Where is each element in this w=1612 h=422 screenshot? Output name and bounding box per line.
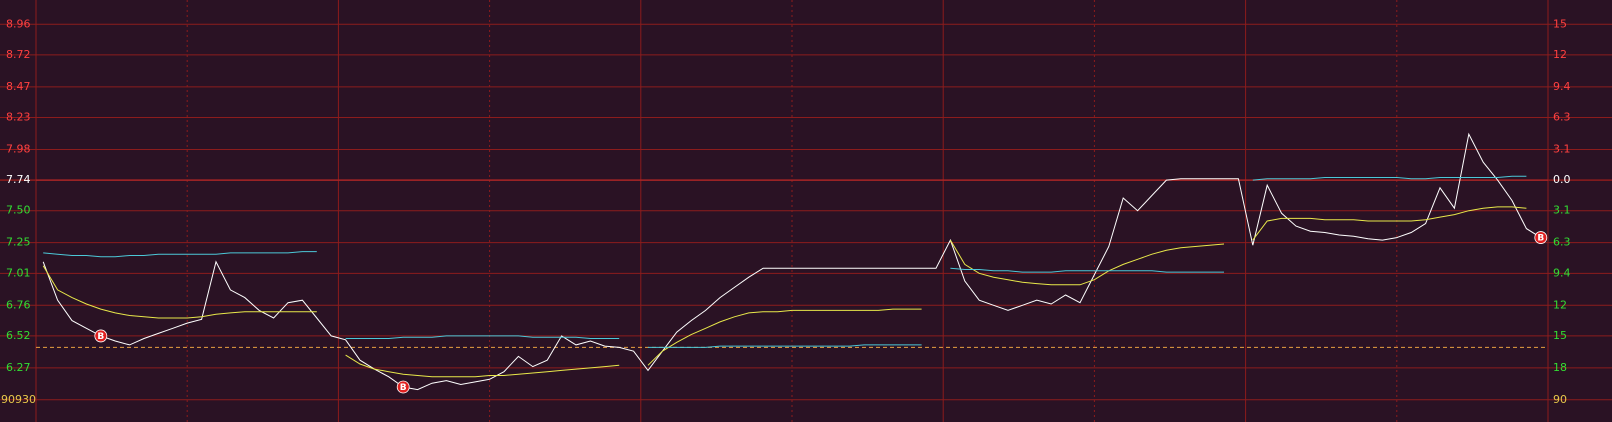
y-tick-label: 6.27 (6, 361, 31, 374)
y-tick-label: 6.76 (6, 298, 31, 311)
y-tick-label: 8.96 (6, 17, 31, 30)
y-tick-label: 7.74 (6, 173, 31, 186)
volume-label: 90930 (1, 393, 36, 406)
y2-tick-label: 6.3 (1553, 111, 1571, 124)
price-line (42, 132, 1542, 391)
y-tick-label: 6.52 (6, 329, 31, 342)
buy-marker (1534, 231, 1548, 244)
y2-tick-label: 12 (1553, 298, 1567, 311)
y-tick-label: 8.47 (6, 80, 31, 93)
y2-tick-label: 15 (1553, 329, 1567, 342)
y2-tick-label: 15 (1553, 17, 1567, 30)
buy-marker-label: B (97, 332, 104, 342)
y2-tick-label: 9.4 (1553, 266, 1571, 279)
y-tick-label: 8.23 (6, 111, 31, 124)
y2-tick-label: 6.3 (1553, 236, 1571, 249)
y2-tick-label: 9.4 (1553, 80, 1571, 93)
y2-tick-label: 90 (1553, 393, 1567, 406)
y2-tick-label: 12 (1553, 48, 1567, 61)
buy-marker (396, 380, 410, 394)
y2-tick-label: 3.1 (1553, 142, 1571, 155)
y-tick-label: 7.50 (6, 204, 31, 217)
buy-marker-label: B (1537, 234, 1544, 244)
y-tick-label: 8.72 (6, 48, 31, 61)
y-tick-label: 7.01 (6, 266, 31, 279)
y2-tick-label: 3.1 (1553, 204, 1571, 217)
buy-marker (94, 329, 108, 343)
y2-tick-label: 18 (1553, 361, 1567, 374)
y-tick-label: 7.98 (6, 142, 31, 155)
y2-tick-label: 0.0 (1553, 173, 1571, 186)
price-line (43, 175, 1527, 348)
buy-marker-label: B (400, 383, 407, 393)
y-tick-label: 7.25 (6, 236, 31, 249)
price-line (42, 206, 1527, 378)
